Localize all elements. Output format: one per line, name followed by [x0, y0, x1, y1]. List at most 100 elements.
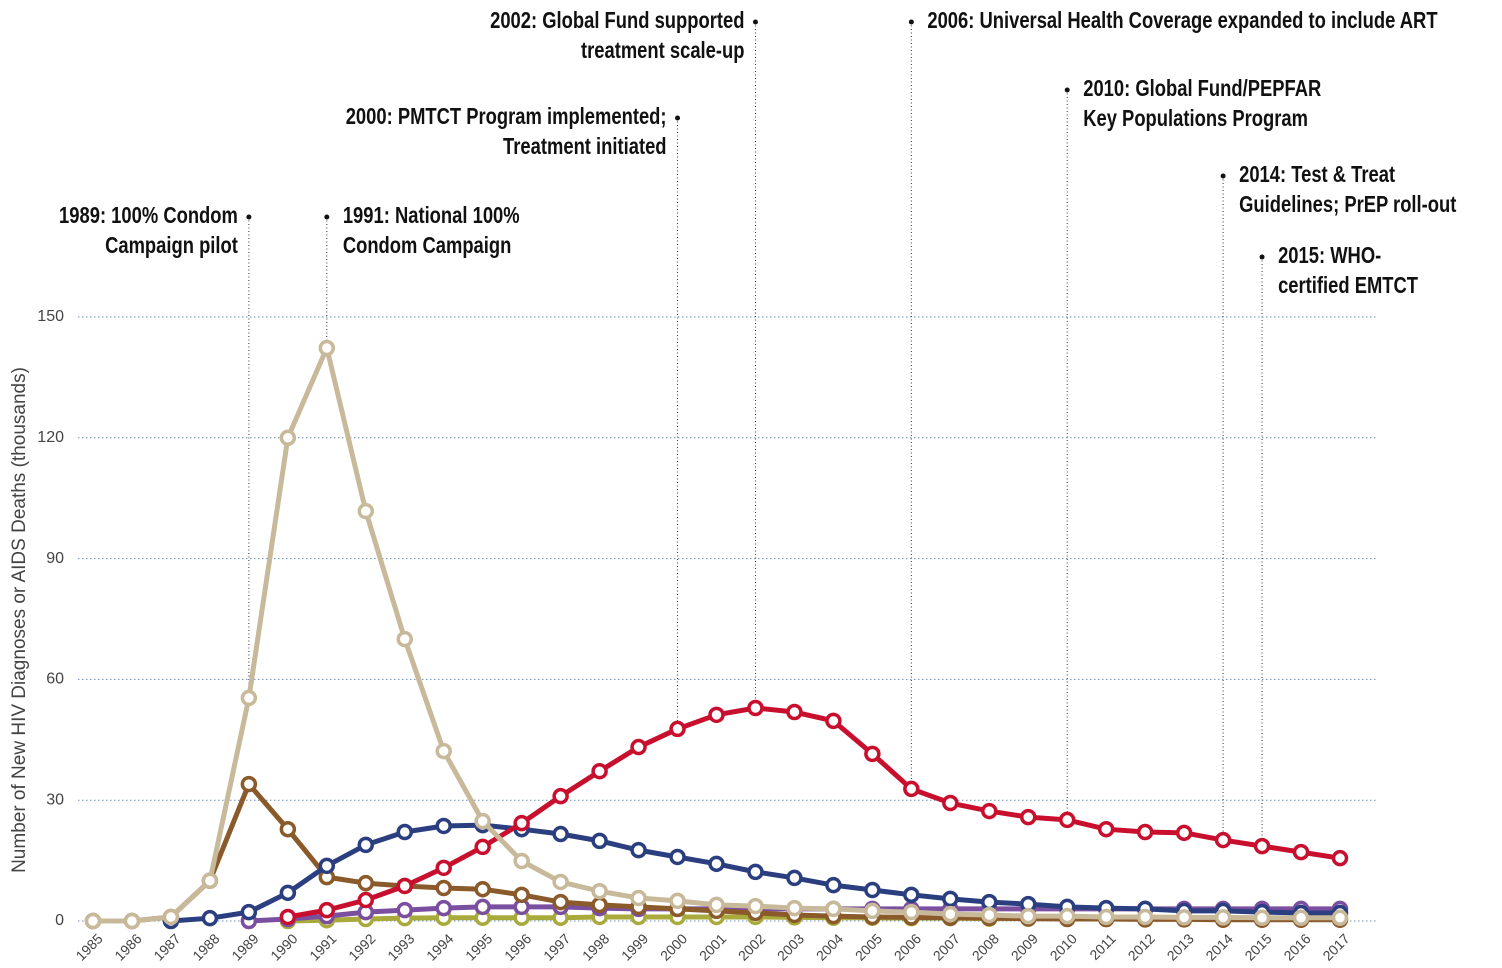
data-point	[864, 902, 881, 920]
data-point	[552, 787, 569, 805]
data-point	[747, 699, 764, 717]
x-tick-label: 1987	[150, 930, 183, 963]
data-point	[552, 825, 569, 843]
x-tick-label: 2016	[1280, 930, 1313, 963]
x-tick-label: 1989	[228, 930, 261, 963]
data-point	[123, 912, 141, 930]
x-tick-label: 1994	[423, 930, 456, 963]
annotation-text: 2014: Test & Treat	[1239, 162, 1395, 187]
data-point	[474, 880, 491, 898]
data-point	[630, 841, 647, 859]
annotation: 2006: Universal Health Coverage expanded…	[927, 8, 1437, 33]
annotation-text: 2002: Global Fund supported	[490, 8, 744, 33]
data-point	[357, 891, 375, 909]
annotation-dot	[1220, 173, 1226, 179]
data-point	[1331, 909, 1349, 927]
data-point	[708, 896, 725, 914]
data-point	[1175, 909, 1193, 926]
data-point	[591, 882, 608, 900]
data-point	[357, 502, 375, 520]
data-point	[279, 820, 297, 838]
annotation: 2002: Global Fund supported	[490, 8, 744, 33]
x-tick-label: 2013	[1164, 930, 1197, 963]
y-tick-label: 0	[55, 912, 64, 929]
annotation: Campaign pilot	[105, 233, 238, 258]
data-point	[474, 838, 491, 856]
data-point	[981, 802, 998, 820]
series-line	[287, 705, 1341, 920]
annotation-dot	[675, 115, 681, 121]
y-tick-label: 150	[37, 308, 64, 325]
data-point	[396, 630, 413, 648]
data-point	[1058, 907, 1076, 925]
x-tick-label: 1995	[462, 930, 495, 963]
data-point	[669, 720, 686, 738]
y-axis-label: Number of New HIV Diagnoses or AIDS Deat…	[9, 367, 30, 873]
x-tick-label: 1990	[267, 930, 300, 963]
data-point	[435, 879, 452, 897]
data-point	[1136, 908, 1154, 926]
data-point	[84, 912, 102, 930]
annotation: Condom Campaign	[343, 233, 512, 258]
x-tick-label: 2009	[1008, 930, 1041, 963]
data-point	[591, 896, 608, 914]
data-point	[1020, 808, 1037, 826]
annotation-text: 2000: PMTCT Program implemented;	[346, 104, 667, 129]
data-point	[1331, 849, 1349, 867]
annotation-dot	[908, 19, 914, 25]
annotation-text: Guidelines; PrEP roll-out	[1239, 192, 1456, 217]
annotation-text: treatment scale-up	[581, 38, 744, 63]
data-point	[435, 817, 452, 835]
annotation-dot	[752, 19, 758, 25]
annotation: 1989: 100% Condom	[59, 203, 238, 228]
x-tick-label: 1996	[501, 930, 534, 963]
x-tick-label: 2002	[735, 930, 768, 963]
data-point	[825, 876, 842, 894]
data-point	[474, 898, 491, 916]
annotation: Guidelines; PrEP roll-out	[1239, 192, 1456, 217]
annotation-text: 2006: Universal Health Coverage expanded…	[927, 8, 1437, 33]
data-point	[279, 884, 297, 902]
data-point	[435, 899, 452, 917]
x-tick-label: 2011	[1086, 930, 1119, 963]
annotation-text: certified EMTCT	[1278, 273, 1418, 298]
annotation: Treatment initiated	[503, 134, 666, 159]
series-line	[93, 345, 1340, 924]
data-point	[591, 832, 608, 850]
data-point	[981, 906, 998, 924]
x-tick-label: 1993	[384, 930, 417, 963]
x-tick-label: 2000	[657, 930, 690, 963]
x-tick-label: 2014	[1202, 930, 1235, 963]
y-tick-label: 60	[46, 671, 64, 688]
x-tick-label: 2003	[774, 930, 807, 963]
x-tick-label: 2005	[852, 930, 885, 963]
x-tick-label: 2006	[891, 930, 924, 963]
data-point	[708, 855, 725, 873]
x-tick-label: 2007	[930, 930, 963, 963]
data-point	[1292, 843, 1310, 861]
annotation-text: 1991: National 100%	[343, 203, 520, 228]
data-point	[942, 905, 959, 923]
data-point	[825, 900, 842, 918]
x-tick-label: 1997	[540, 930, 573, 963]
data-point	[786, 869, 803, 887]
data-point	[903, 886, 920, 904]
annotation: 2014: Test & Treat	[1239, 162, 1395, 187]
annotation: certified EMTCT	[1278, 273, 1418, 298]
annotation: 2015: WHO-	[1278, 243, 1381, 268]
data-point	[201, 872, 219, 889]
data-point	[1253, 909, 1271, 927]
data-point	[435, 742, 452, 760]
x-tick-label: 1999	[618, 930, 651, 963]
annotation: 1991: National 100%	[343, 203, 520, 228]
data-point	[669, 892, 686, 910]
x-tick-label: 1998	[579, 930, 612, 963]
data-point	[357, 874, 375, 892]
data-point	[279, 429, 297, 447]
data-point	[162, 908, 180, 926]
data-point	[864, 745, 881, 763]
data-point	[201, 909, 219, 927]
data-point	[1214, 909, 1232, 926]
data-point	[942, 890, 959, 908]
